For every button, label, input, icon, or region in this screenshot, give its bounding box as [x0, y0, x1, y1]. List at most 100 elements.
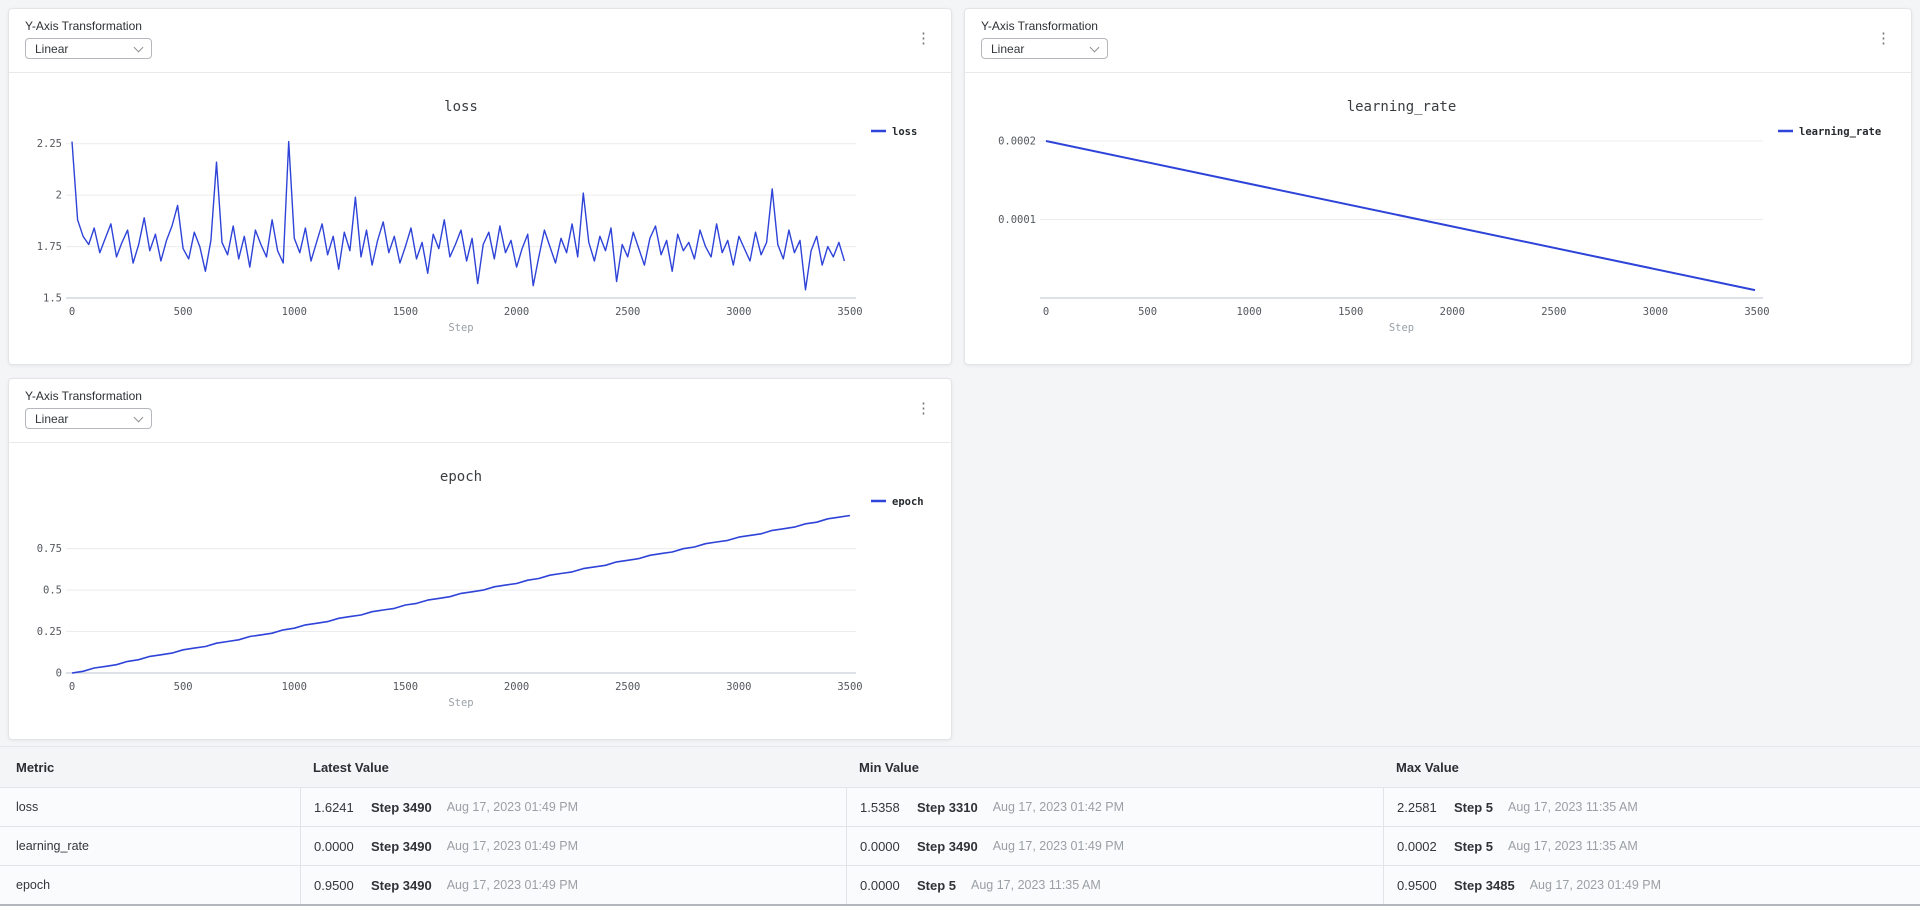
loss-chart-canvas[interactable]: 1.5 1.75 2 2.25 0 500 1000 1500 2000 2500 3000 3500…: [9, 73, 951, 363]
chart-svg: 0.0001 0.0002 0 500 1000 1500 2000 2500 3000 3500…: [998, 99, 1881, 334]
x-tick-label: 1000: [1236, 306, 1261, 318]
x-tick-label: 1000: [282, 681, 307, 693]
kebab-menu-icon[interactable]: ⋮: [916, 30, 931, 47]
chart-title: loss: [444, 99, 478, 115]
metric-value: 1.6241: [314, 799, 354, 815]
kebab-menu-icon[interactable]: ⋮: [916, 400, 931, 417]
y-tick-label: 1.75: [37, 241, 62, 253]
column-header-max-value: Max Value: [1396, 759, 1459, 775]
legend-label: learning_rate: [1799, 126, 1881, 138]
column-header-latest-value: Latest Value: [313, 759, 389, 775]
metric-value: 0.0000: [860, 838, 900, 854]
chart-svg: 1.5 1.75 2 2.25 0 500 1000 1500 2000 2500 3000 3500…: [37, 99, 918, 334]
x-tick-label: 0: [69, 306, 75, 318]
x-tick-label: 3500: [837, 681, 862, 693]
chevron-down-icon: [1089, 42, 1100, 52]
x-tick-label: 3000: [1643, 306, 1668, 318]
metric-timestamp: Aug 17, 2023 01:49 PM: [446, 839, 579, 853]
metric-timestamp: Aug 17, 2023 01:49 PM: [446, 800, 579, 814]
y-axis-transformation-select[interactable]: Linear: [25, 408, 152, 429]
latest-value-cell: 1.6241 Step 3490 Aug 17, 2023 01:49 PM: [300, 788, 846, 826]
epoch-chart-canvas[interactable]: 0 0.25 0.5 0.75 0 500 1000 1500 2000 2500 3000 3500…: [9, 443, 951, 738]
x-tick-label: 2500: [1541, 306, 1566, 318]
x-tick-label: 2000: [504, 681, 529, 693]
min-value-cell: 0.0000 Step 3490 Aug 17, 2023 01:49 PM: [846, 827, 1383, 865]
x-tick-label: 3000: [726, 306, 751, 318]
metric-name: epoch: [16, 878, 51, 892]
panel-header: Y-Axis Transformation Linear ⋮: [9, 379, 951, 443]
x-axis-title: Step: [448, 322, 473, 334]
y-axis-transformation-label: Y-Axis Transformation: [25, 389, 142, 403]
series-line: [71, 514, 851, 674]
x-tick-label: 0: [1043, 306, 1049, 318]
x-tick-label: 3500: [837, 306, 862, 318]
x-tick-label: 1500: [1338, 306, 1363, 318]
y-axis-transformation-label: Y-Axis Transformation: [25, 19, 142, 33]
column-header-metric: Metric: [16, 759, 55, 775]
y-axis-transformation-select[interactable]: Linear: [981, 38, 1108, 59]
metric-value: 0.9500: [314, 877, 354, 893]
metric-value: 1.5358: [860, 799, 900, 815]
x-tick-label: 2500: [615, 306, 640, 318]
table-row: loss 1.6241 Step 3490 Aug 17, 2023 01:49…: [0, 787, 1920, 826]
y-tick-label: 0.75: [37, 543, 62, 555]
max-value-cell: 0.9500 Step 3485 Aug 17, 2023 01:49 PM: [1383, 866, 1920, 904]
metric-value: 0.0000: [314, 838, 354, 854]
series-line: [1045, 140, 1756, 292]
min-value-cell: 0.0000 Step 5 Aug 17, 2023 11:35 AM: [846, 866, 1383, 904]
y-axis-control: Y-Axis Transformation Linear: [25, 19, 152, 72]
latest-value-cell: 0.9500 Step 3490 Aug 17, 2023 01:49 PM: [300, 866, 846, 904]
metric-timestamp: Aug 17, 2023 01:49 PM: [1529, 878, 1662, 892]
y-tick-label: 0: [56, 668, 62, 680]
y-axis-control: Y-Axis Transformation Linear: [981, 19, 1108, 72]
x-tick-label: 1500: [393, 681, 418, 693]
x-tick-label: 2000: [504, 306, 529, 318]
metric-step: Step 3310: [917, 799, 978, 815]
metric-timestamp: Aug 17, 2023 11:35 AM: [1508, 800, 1638, 814]
metric-name: loss: [16, 800, 39, 814]
column-header-min-value: Min Value: [859, 759, 919, 775]
x-tick-label: 2000: [1440, 306, 1465, 318]
metric-step: Step 3490: [371, 799, 432, 815]
x-axis-title: Step: [448, 697, 473, 709]
table-header-row: Metric Latest Value Min Value Max Value: [0, 747, 1920, 787]
metric-timestamp: Aug 17, 2023 11:35 AM: [1508, 839, 1638, 853]
metric-timestamp: Aug 17, 2023 01:49 PM: [446, 878, 579, 892]
x-tick-label: 1500: [393, 306, 418, 318]
panel-header: Y-Axis Transformation Linear ⋮: [9, 9, 951, 73]
panel-header: Y-Axis Transformation Linear ⋮: [965, 9, 1911, 73]
metric-value: 0.0000: [860, 877, 900, 893]
x-axis-title: Step: [1389, 322, 1414, 334]
metric-value: 0.0002: [1397, 838, 1437, 854]
y-axis-transformation-label: Y-Axis Transformation: [981, 19, 1098, 33]
y-axis-transformation-select[interactable]: Linear: [25, 38, 152, 59]
y-tick-label: 0.0002: [998, 135, 1036, 147]
x-tick-label: 2500: [615, 681, 640, 693]
table-row: learning_rate 0.0000 Step 3490 Aug 17, 2…: [0, 826, 1920, 865]
dropdown-selected-value: Linear: [991, 41, 1025, 56]
chart-title: learning_rate: [1347, 99, 1457, 115]
x-tick-label: 3000: [726, 681, 751, 693]
metric-step: Step 3490: [371, 838, 432, 854]
y-tick-label: 2: [56, 190, 62, 202]
y-tick-label: 0.0001: [998, 214, 1036, 226]
metric-value: 2.2581: [1397, 799, 1437, 815]
min-value-cell: 1.5358 Step 3310 Aug 17, 2023 01:42 PM: [846, 788, 1383, 826]
x-tick-label: 500: [174, 681, 193, 693]
learning-rate-panel: Y-Axis Transformation Linear ⋮ 0.0001 0.0…: [964, 8, 1912, 365]
max-value-cell: 0.0002 Step 5 Aug 17, 2023 11:35 AM: [1383, 827, 1920, 865]
metric-step: Step 3490: [917, 838, 978, 854]
legend-label: epoch: [892, 496, 924, 508]
kebab-menu-icon[interactable]: ⋮: [1876, 30, 1891, 47]
chart-svg: 0 0.25 0.5 0.75 0 500 1000 1500 2000 2500 3000 3500…: [37, 469, 924, 709]
x-tick-label: 0: [69, 681, 75, 693]
metric-step: Step 5: [1454, 838, 1494, 854]
metric-value: 0.9500: [1397, 877, 1437, 893]
metric-step: Step 5: [917, 877, 957, 893]
learning-rate-chart-canvas[interactable]: 0.0001 0.0002 0 500 1000 1500 2000 2500 3000 3500…: [965, 73, 1911, 363]
x-tick-label: 500: [1138, 306, 1157, 318]
chart-title: epoch: [440, 469, 482, 485]
max-value-cell: 2.2581 Step 5 Aug 17, 2023 11:35 AM: [1383, 788, 1920, 826]
epoch-panel: Y-Axis Transformation Linear ⋮ 0 0.25 0.5 0…: [8, 378, 952, 740]
latest-value-cell: 0.0000 Step 3490 Aug 17, 2023 01:49 PM: [300, 827, 846, 865]
